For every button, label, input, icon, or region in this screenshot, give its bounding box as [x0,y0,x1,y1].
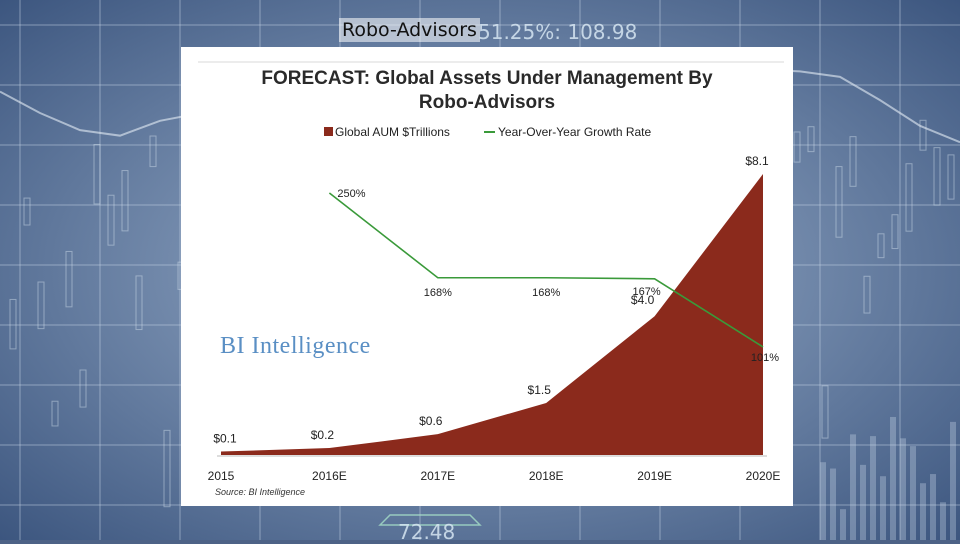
background-candle [863,275,871,314]
background-candle [135,275,143,331]
background-candle [919,119,927,151]
background-volume-bar [870,436,876,540]
growth-data-label: 168% [532,287,560,299]
growth-data-label: 168% [424,287,452,299]
background-volume-bar [860,464,866,540]
background-volume-bar [820,462,826,540]
background-volume-bar [900,438,906,540]
background-candle [947,154,955,200]
background-candle [79,369,87,408]
aum-data-label: $0.6 [419,414,443,428]
background-volume-bar [840,509,846,540]
background-candle [51,400,59,427]
x-tick-label: 2019E [637,469,672,483]
background-price-tag [378,514,482,526]
growth-data-label: 250% [337,188,365,200]
growth-line [328,192,764,348]
chart-card: Global AUM $Trillions Year-Over-Year Grow… [181,47,793,506]
background-volume-bar [950,421,956,540]
background-candle [821,385,829,439]
background-candle [93,144,101,205]
chart-title-line2: Robo-Advisors [418,92,556,113]
background-number: 51.25%: 108.98 [478,20,638,44]
chart-title: FORECAST: Global Assets Under Management… [181,67,793,115]
background-candle [835,166,843,238]
background-candle [9,298,17,350]
background-candle [891,214,899,250]
legend-swatch-aum [324,127,333,136]
aum-data-label: $0.1 [213,432,237,446]
background-volume-bar [850,434,856,540]
background-number: 72.48 [398,520,456,544]
background-candle [163,429,171,508]
legend-label-growth: Year-Over-Year Growth Rate [498,125,652,139]
watermark: BI Intelligence [220,333,371,359]
background-volume-bar [930,474,936,540]
x-tick-label: 2015 [208,469,235,483]
x-tick-label: 2017E [420,469,455,483]
background-candle [37,281,45,330]
growth-data-label: 101% [751,352,779,364]
background-candle [149,135,157,168]
background-candle [905,163,913,232]
x-tick-label: 2016E [312,469,347,483]
aum-data-label: $4.0 [631,293,655,307]
chart-svg: Global AUM $Trillions Year-Over-Year Grow… [198,61,784,483]
background-volume-bar [830,468,836,540]
background-volume-bar [880,476,886,540]
chart-source: Source: BI Intelligence [215,487,306,497]
aum-data-label: $1.5 [528,383,552,397]
background-candle [107,194,115,246]
aum-area [221,174,763,455]
x-tick-label: 2018E [529,469,564,483]
background-candle [933,147,941,206]
background-candle [23,197,31,226]
background-volume-bar [920,483,926,540]
aum-data-label: $0.2 [311,428,335,442]
aum-data-label: $8.1 [745,154,769,168]
background-candle [121,170,129,232]
x-tick-label: 2020E [746,469,781,483]
background-candle [849,136,857,187]
background-candle [807,126,815,153]
slide-title: Robo-Advisors [339,18,480,42]
chart-title-line1: FORECAST: Global Assets Under Management… [261,68,713,89]
background-candle [877,233,885,259]
background-candle [65,250,73,308]
background-volume-bar [910,446,916,540]
background-volume-bar [890,416,896,540]
legend-label-aum: Global AUM $Trillions [335,125,450,139]
background-volume-bar [940,502,946,540]
growth-data-label: 167% [633,286,661,298]
chart-legend: Global AUM $Trillions Year-Over-Year Grow… [324,125,652,139]
background-candle [793,131,801,163]
